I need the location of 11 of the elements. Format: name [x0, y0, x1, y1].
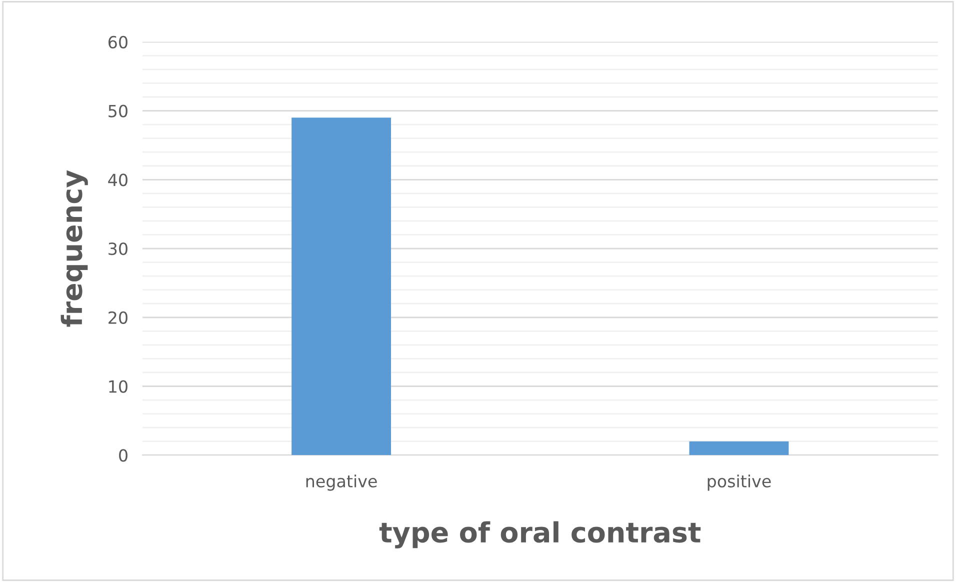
y-tick-label: 0 [119, 449, 128, 462]
y-tick-label: 50 [108, 104, 128, 118]
y-tick-label: 30 [108, 242, 128, 256]
y-tick-label: 20 [108, 311, 128, 324]
y-axis-title: frequency [60, 170, 88, 327]
x-axis-title: type of oral contrast [379, 521, 701, 548]
x-tick-label: negative [306, 474, 377, 491]
y-tick-label: 40 [108, 174, 128, 186]
y-tick-label: 60 [108, 36, 128, 48]
y-tick-label: 10 [109, 380, 128, 393]
x-tick-label: positive [708, 474, 771, 491]
